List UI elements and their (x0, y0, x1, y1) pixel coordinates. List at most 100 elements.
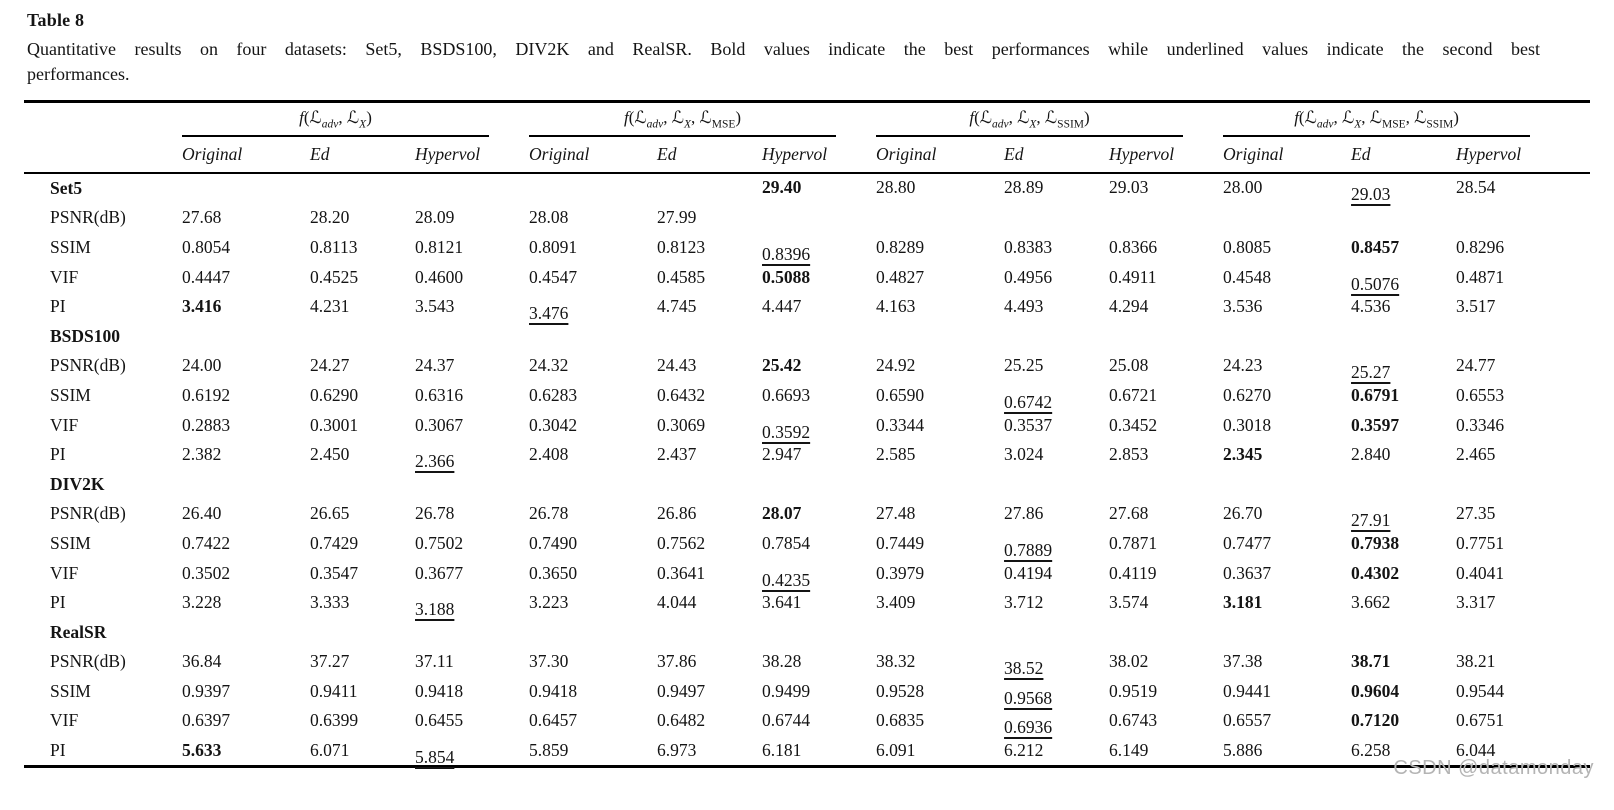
metric-value: 3.181 (1223, 592, 1263, 613)
metric-value-cell: 0.6751 (1456, 706, 1530, 736)
group-spacer (1530, 529, 1590, 559)
metric-value-cell: 0.6399 (310, 706, 415, 736)
metric-row: PI 3.228 3.333 3.188 3.223 4.044 3.641 3.409 3.7… (24, 588, 1590, 619)
metric-value: 0.9604 (1351, 680, 1400, 701)
metric-value: 0.4119 (1109, 562, 1157, 583)
metric-value-cell: 6.973 (657, 736, 762, 767)
metric-label: VIF (50, 710, 79, 731)
metric-value-cell: 3.228 (182, 588, 310, 618)
loss-symbol: ℒ (671, 107, 684, 127)
metric-value-cell: 38.28 (762, 647, 836, 677)
metric-value-cell: 3.662 (1351, 588, 1456, 618)
metric-value-cell: 28.80 (876, 177, 1004, 233)
metric-value: 0.3650 (529, 562, 578, 583)
metric-label: PSNR(dB) (50, 207, 126, 228)
group-spacer (489, 203, 529, 233)
group-spacer (489, 381, 529, 411)
metric-value-cell: 0.6455 (415, 706, 489, 736)
dataset-name: Set5 (50, 177, 83, 198)
metric-value-cell: 3.543 (415, 292, 489, 322)
metric-value-cell: 0.7449 (876, 529, 1004, 559)
metric-value-cell: 0.3018 (1223, 410, 1351, 440)
loss-subscript: SSIM (1426, 117, 1454, 130)
metric-value: 38.28 (762, 651, 802, 672)
loss-subscript: X (359, 117, 367, 130)
metric-value: 2.437 (657, 444, 697, 465)
metric-row: VIF 0.2883 0.3001 0.3067 0.3042 0.3069 0.3592 0… (24, 410, 1590, 442)
metric-value: 0.6791 (1351, 384, 1400, 405)
metric-value: 0.3537 (1004, 414, 1053, 435)
group-spacer (489, 351, 529, 381)
metric-value: 0.9497 (657, 680, 706, 701)
group-spacer (1530, 588, 1590, 618)
metric-value: 0.8457 (1351, 236, 1400, 257)
metric-value-cell: 0.3346 (1456, 410, 1530, 440)
metric-value: 0.6693 (762, 384, 811, 405)
loss-subscript: adv (1316, 117, 1334, 130)
metric-value-cell: 0.2883 (182, 410, 310, 440)
loss-subscript: X (1029, 117, 1037, 130)
metric-value: 0.4585 (657, 266, 706, 287)
metric-value: 0.8113 (310, 236, 358, 257)
metric-value: 0.3452 (1109, 414, 1158, 435)
metric-value: 28.00 (1223, 177, 1263, 198)
metric-value-cell: 25.42 (762, 351, 836, 381)
dataset-row: BSDS100 (24, 321, 1590, 351)
metric-value: 2.853 (1109, 444, 1149, 465)
group-spacer (489, 499, 529, 529)
group-spacer (1183, 499, 1223, 529)
metric-value-cell: 4.044 (657, 588, 762, 618)
metric-value-cell: 28.09 (415, 203, 489, 233)
group-spacer (1530, 558, 1590, 588)
metric-value-cell: 25.27 (1351, 351, 1456, 382)
metric-value-cell: 3.181 (1223, 588, 1351, 618)
metric-value: 3.641 (762, 592, 802, 613)
metric-value: 0.3592 (762, 421, 811, 442)
metric-value: 0.6283 (529, 384, 578, 405)
metric-row: VIF 0.3502 0.3547 0.3677 0.3650 0.3641 0.4235 0… (24, 558, 1590, 590)
metric-value-cell: 0.3537 (1004, 410, 1109, 440)
corner-cell (24, 135, 182, 174)
metric-value: 38.32 (876, 651, 916, 672)
metric-row: PSNR(dB) 27.68 28.20 28.09 28.08 27.99 29.40 28… (24, 177, 1590, 233)
metric-value: 5.886 (1223, 740, 1263, 761)
metric-value-cell: 26.70 (1223, 499, 1351, 529)
metric-value-cell: 3.536 (1223, 292, 1351, 322)
loss-subscript: SSIM (1057, 117, 1085, 130)
metric-value-cell: 2.345 (1223, 440, 1351, 470)
metric-value: 0.9528 (876, 680, 925, 701)
metric-value-cell: 28.20 (310, 203, 415, 233)
metric-value: 24.00 (182, 355, 222, 376)
metric-value: 27.48 (876, 503, 916, 524)
metric-value: 0.6290 (310, 384, 359, 405)
metric-value-cell: 0.4871 (1456, 262, 1530, 292)
metric-label: PSNR(dB) (50, 503, 126, 524)
metric-value: 0.9397 (182, 680, 231, 701)
group-spacer (1530, 351, 1590, 381)
metric-value-cell: 24.23 (1223, 351, 1351, 381)
group-spacer (489, 558, 529, 588)
metric-value: 0.5076 (1351, 273, 1400, 294)
group-spacer (1183, 292, 1223, 322)
subcolumn-header-hypervol: Hypervol (1109, 135, 1184, 174)
metric-value: 27.99 (657, 207, 697, 228)
metric-value-cell: 3.223 (529, 588, 657, 618)
group-spacer (489, 262, 529, 292)
metric-value: 3.317 (1456, 592, 1496, 613)
metric-value-cell: 2.437 (657, 440, 762, 470)
metric-value-cell: 0.4548 (1223, 262, 1351, 292)
metric-value: 0.9418 (415, 680, 464, 701)
metric-value: 26.65 (310, 503, 350, 524)
group-spacer (489, 588, 529, 618)
metric-value: 28.20 (310, 207, 350, 228)
subcolumn-header-original: Original (182, 135, 310, 174)
metric-value-cell: 3.317 (1456, 588, 1530, 618)
metric-value: 6.149 (1109, 740, 1149, 761)
group-spacer (1183, 135, 1224, 174)
metric-value-cell: 0.3677 (415, 558, 489, 588)
group-spacer (1530, 706, 1590, 736)
metric-value: 38.02 (1109, 651, 1149, 672)
group-spacer (1183, 262, 1223, 292)
loss-subscript: adv (321, 117, 339, 130)
metric-value-cell: 0.3641 (657, 558, 762, 588)
